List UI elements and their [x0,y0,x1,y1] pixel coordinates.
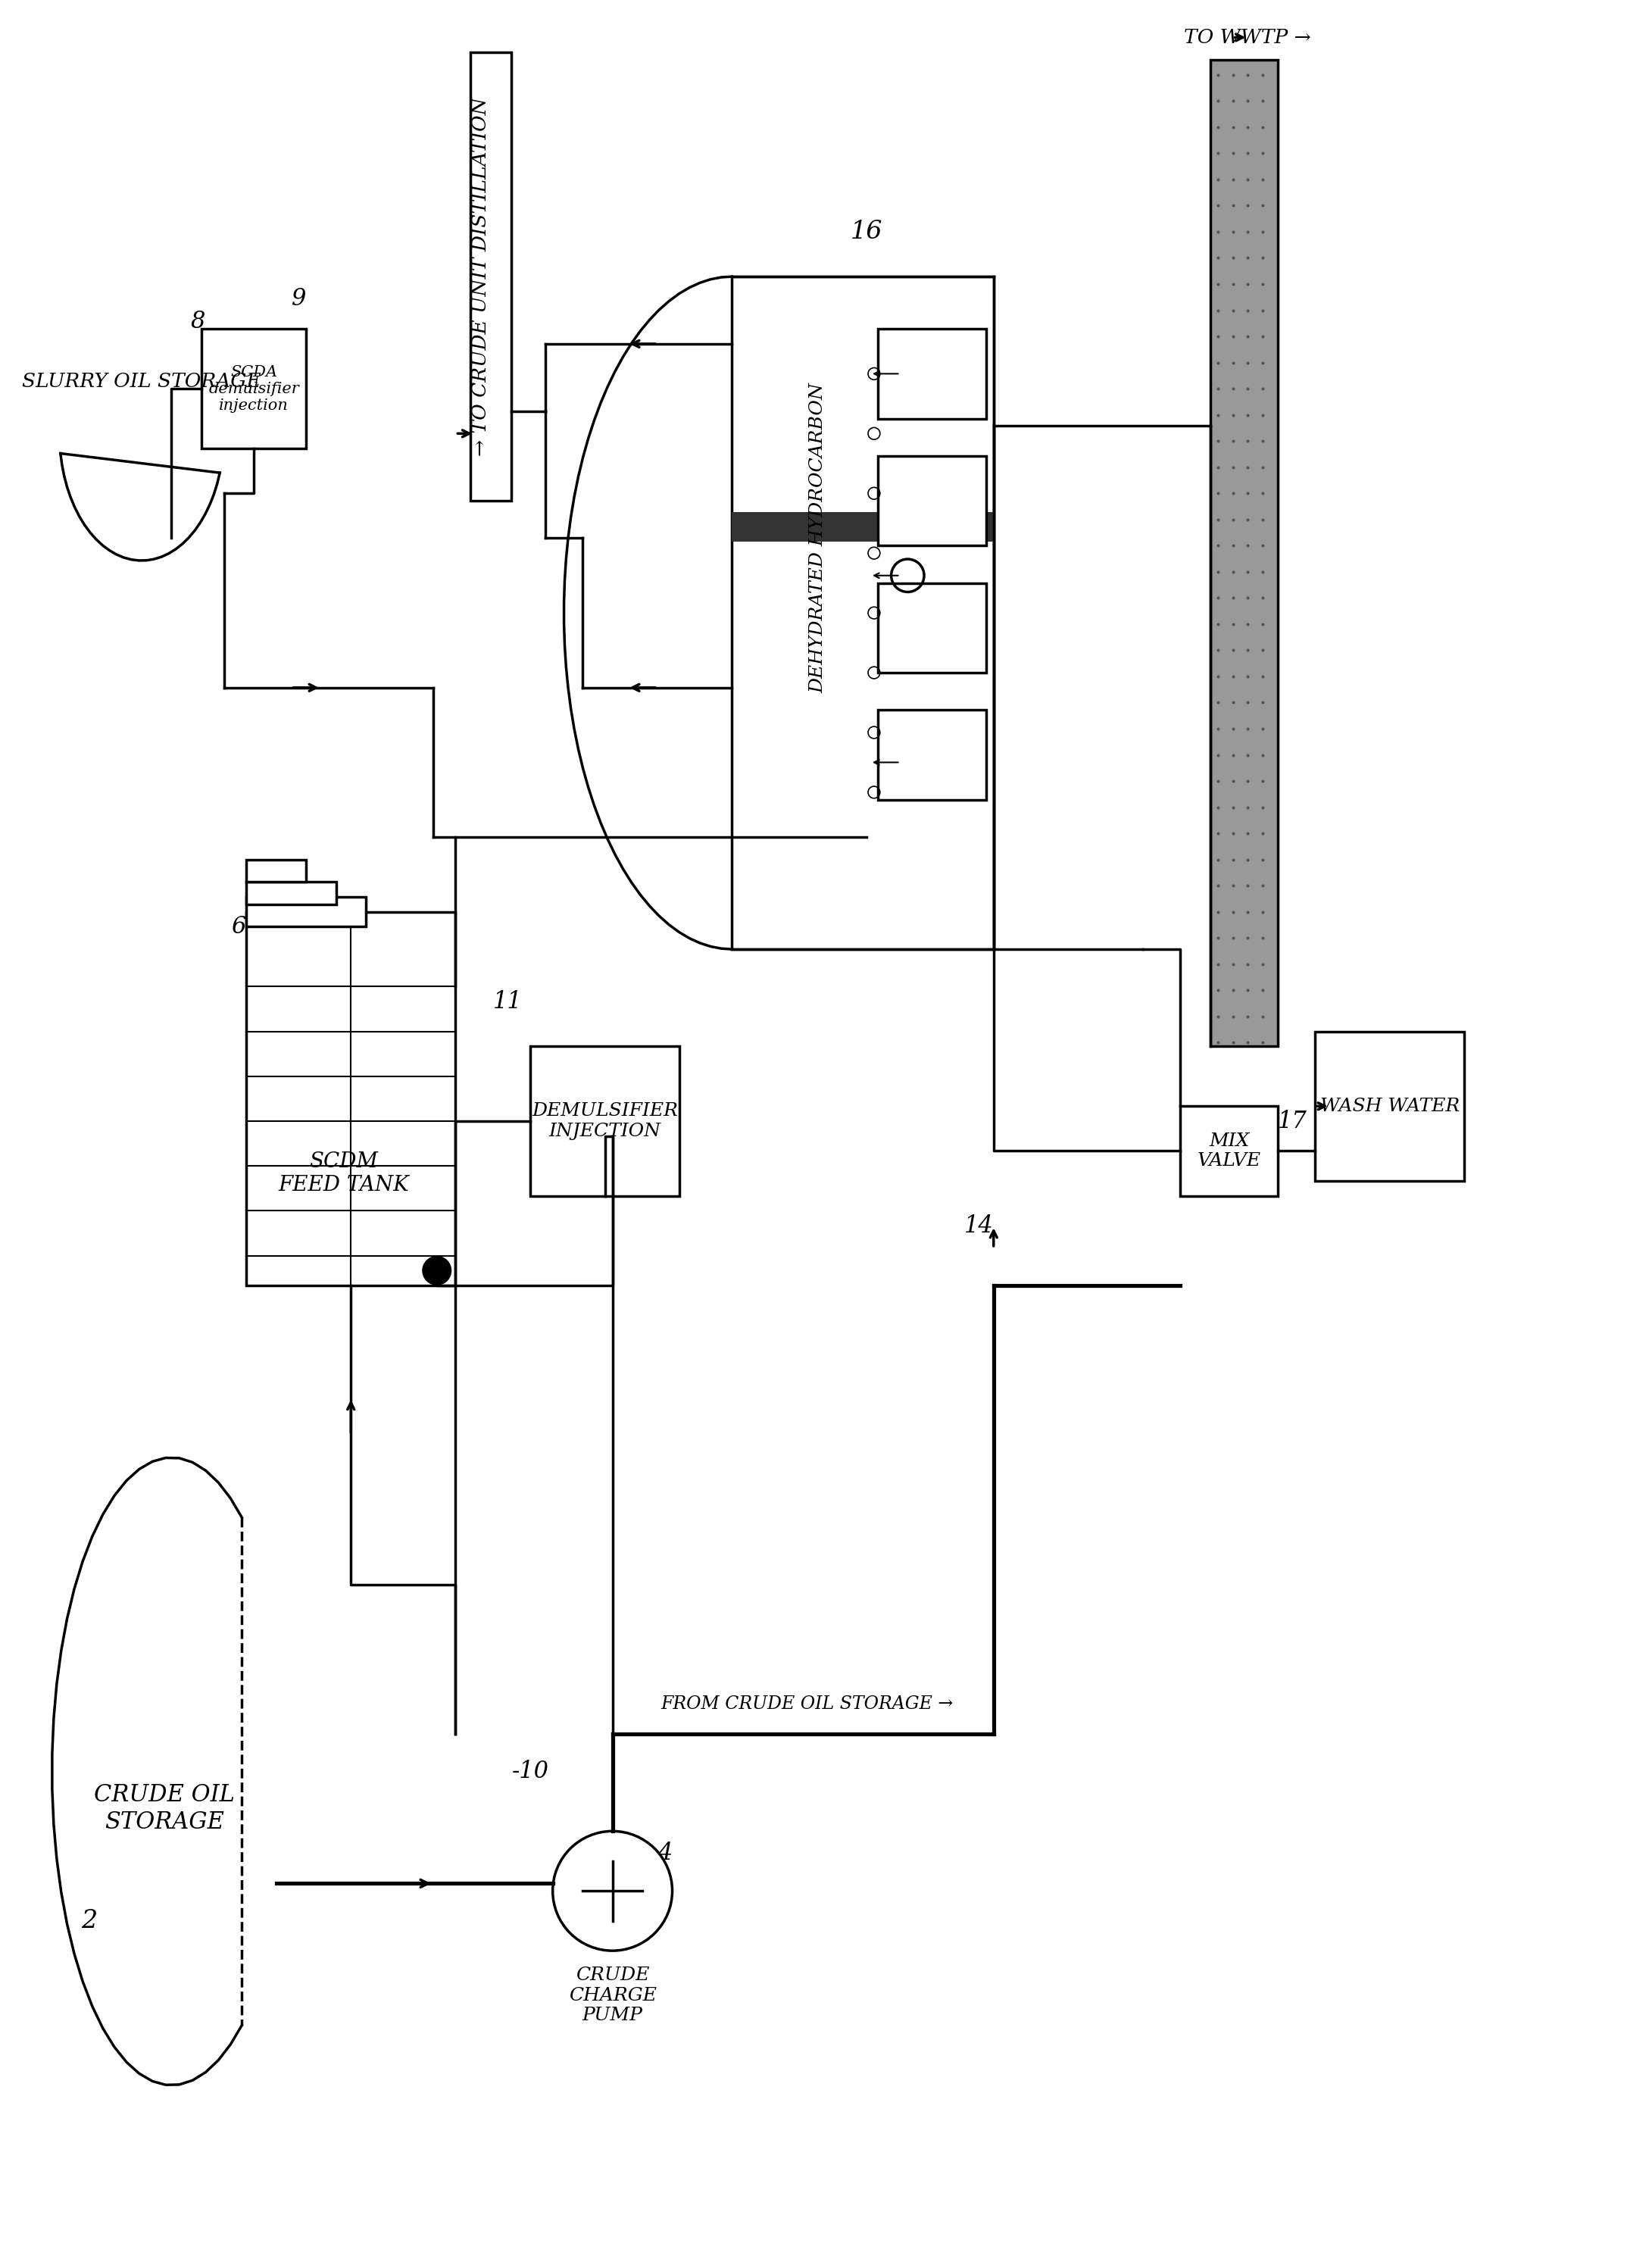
Text: 17: 17 [1279,1110,1307,1133]
Bar [471,52,512,500]
Bar [877,330,986,419]
Bar [732,276,993,949]
Bar [1181,1106,1277,1196]
Text: 11: 11 [494,989,522,1014]
Bar [246,897,365,926]
Text: WASH WATER: WASH WATER [1320,1097,1459,1115]
Bar [530,1047,679,1196]
Text: 14: 14 [965,1213,993,1238]
Text: TO WWTP →: TO WWTP → [1184,27,1312,47]
Bar [246,913,456,1285]
Text: SCDA
demulsifier
injection: SCDA demulsifier injection [208,366,299,413]
Bar [732,680,993,949]
Text: DEMULSIFIER
INJECTION: DEMULSIFIER INJECTION [532,1101,677,1139]
Text: 2: 2 [81,1909,97,1933]
Text: 4: 4 [657,1842,672,1866]
Text: -10: -10 [512,1759,548,1783]
Text: → TO CRUDE UNIT DISTILLATION: → TO CRUDE UNIT DISTILLATION [471,96,491,455]
Bar [246,859,306,881]
Text: SLURRY OIL STORAGE: SLURRY OIL STORAGE [21,372,261,390]
Text: 9: 9 [291,287,306,312]
Text: 8: 8 [190,310,205,334]
Text: MIX
VALVE: MIX VALVE [1198,1133,1260,1171]
Text: FROM CRUDE OIL STORAGE →: FROM CRUDE OIL STORAGE → [661,1696,953,1714]
Bar [202,330,306,449]
Bar [732,276,993,680]
Bar [877,711,986,801]
Text: CRUDE
CHARGE
PUMP: CRUDE CHARGE PUMP [568,1967,656,2025]
Circle shape [423,1256,451,1283]
Text: DEHYDRATED HYDROCARBON: DEHYDRATED HYDROCARBON [809,384,826,693]
Text: 6: 6 [231,915,246,938]
Text: CRUDE OIL
STORAGE: CRUDE OIL STORAGE [94,1783,235,1835]
Bar [732,511,993,543]
Bar [1211,61,1277,1047]
Bar [1315,1032,1464,1180]
Bar [246,881,335,904]
Bar [877,583,986,673]
Text: SCDM
FEED TANK: SCDM FEED TANK [278,1151,410,1196]
Text: 16: 16 [851,220,882,244]
Bar [877,455,986,545]
